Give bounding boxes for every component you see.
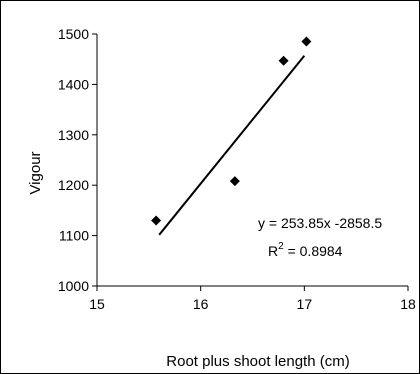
r-squared-sup: 2 [278, 241, 284, 252]
x-axis-label: Root plus shoot length (cm) [166, 353, 349, 370]
y-tick-label: 1000 [58, 278, 89, 294]
y-tick-label: 1400 [58, 76, 89, 92]
axes [96, 34, 408, 287]
y-tick-label: 1100 [59, 228, 89, 244]
r-squared-value: = 0.8984 [284, 243, 343, 259]
y-tick-label: 1500 [58, 26, 89, 42]
y-axis-label: Vigour [27, 151, 44, 194]
data-points [151, 36, 312, 226]
y-tick-label: 1300 [58, 127, 89, 143]
ticks: 1000 1100 1200 1300 1400 1500 15 16 17 18 [58, 26, 416, 312]
data-point-marker [301, 36, 312, 47]
data-point-marker [278, 55, 289, 66]
data-point-marker [229, 176, 240, 187]
y-tick-label: 1200 [58, 177, 89, 193]
r-squared-label: R2 = 0.8984 [268, 241, 343, 259]
x-tick-label: 17 [297, 296, 313, 312]
trendline [158, 55, 306, 236]
trendline-equation: y = 253.85x -2858.5 [258, 215, 382, 231]
x-tick-label: 16 [193, 296, 209, 312]
trendline-group [158, 55, 306, 236]
data-point-marker [151, 215, 162, 226]
x-tick-label: 18 [400, 296, 416, 312]
r-squared-prefix: R [268, 243, 278, 259]
x-tick-label: 15 [89, 296, 105, 312]
